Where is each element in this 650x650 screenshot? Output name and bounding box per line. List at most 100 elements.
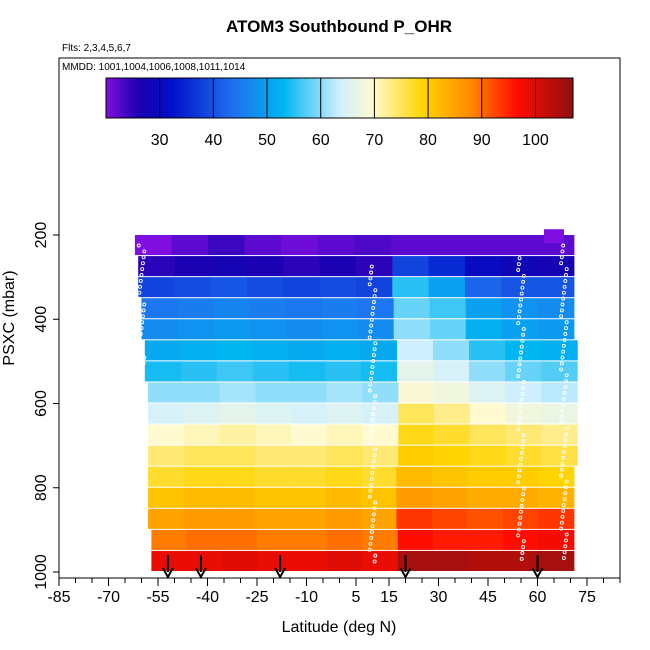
- heatmap-cell: [148, 445, 185, 466]
- heatmap-cell: [219, 382, 256, 403]
- heatmap-cell: [247, 256, 284, 277]
- profile-marker: [516, 421, 521, 426]
- heatmap-cell: [502, 487, 539, 508]
- profile-marker: [139, 273, 144, 277]
- flight-profile-arrows: [162, 555, 544, 580]
- heatmap-cell: [468, 550, 504, 571]
- heatmap-cell: [148, 424, 185, 445]
- profile-marker: [559, 314, 564, 319]
- profile-marker: [138, 332, 143, 336]
- profile-marker: [517, 415, 522, 420]
- heatmap-cell: [317, 235, 355, 256]
- profile-marker: [519, 456, 523, 461]
- profile-marker: [564, 532, 569, 537]
- heatmap-cell: [465, 319, 503, 340]
- heatmap-cell: [244, 235, 282, 256]
- profile-marker: [141, 361, 146, 366]
- heatmap-cell: [433, 340, 470, 361]
- profile-marker: [368, 329, 373, 334]
- heatmap-cell: [208, 235, 246, 256]
- profile-marker: [367, 494, 372, 499]
- heatmap-cell: [541, 361, 578, 382]
- profile-marker: [559, 255, 564, 260]
- heatmap-cell: [283, 256, 321, 277]
- profile-marker: [138, 284, 143, 289]
- heatmap-cell: [428, 277, 466, 298]
- heatmap-cell: [541, 340, 578, 361]
- profile-marker: [521, 486, 526, 491]
- heatmap-cell: [326, 403, 364, 424]
- heatmap-cell: [138, 277, 176, 298]
- profile-marker: [519, 509, 523, 514]
- profile-marker: [373, 394, 378, 399]
- heatmap-cell: [319, 277, 357, 298]
- heatmap-cell: [503, 550, 540, 571]
- profile-marker: [371, 359, 376, 363]
- heatmap-cell: [326, 445, 364, 466]
- x-tick-label: -10: [295, 589, 318, 606]
- colorbar: 30 40 50 60 70 80 90 100: [105, 77, 574, 149]
- heatmap-cell: [325, 487, 362, 508]
- x-tick-label: -70: [97, 589, 120, 606]
- x-tick-label: 60: [529, 589, 547, 606]
- profile-marker: [519, 344, 524, 349]
- profile-marker: [559, 473, 564, 478]
- profile-marker: [519, 403, 523, 408]
- x-tick-label: 15: [380, 589, 398, 606]
- profile-marker: [371, 518, 376, 523]
- profile-marker: [521, 385, 526, 390]
- profile-marker: [369, 530, 374, 534]
- heatmap-cell: [397, 529, 434, 550]
- profile-marker: [368, 488, 373, 493]
- y-tick-label: 800: [33, 474, 50, 501]
- profile-tracks: [136, 243, 569, 564]
- profile-marker: [139, 326, 144, 331]
- profile-track-north: [516, 256, 526, 561]
- heatmap-cell: [291, 382, 328, 403]
- heatmap-cell: [362, 403, 399, 424]
- heatmap-cell: [288, 361, 326, 382]
- profile-marker: [371, 465, 376, 470]
- profile-marker: [372, 559, 377, 564]
- profile-marker: [559, 361, 564, 366]
- heatmap-cell: [431, 508, 468, 529]
- heatmap-cell: [434, 382, 471, 403]
- heatmap-cell: [290, 487, 327, 508]
- profile-marker: [368, 276, 373, 281]
- profile-arrow: [195, 555, 207, 580]
- heatmap-cell: [464, 256, 502, 277]
- profile-marker: [370, 524, 375, 529]
- heatmap-cell: [183, 487, 220, 508]
- profile-marker: [372, 506, 377, 511]
- heatmap-cell: [362, 529, 399, 550]
- heatmap-cell: [500, 235, 538, 256]
- y-tick-label: 400: [33, 306, 50, 333]
- heatmap-cell: [219, 466, 256, 487]
- heatmap-cell: [360, 487, 398, 508]
- heatmap-cell: [360, 340, 398, 361]
- profile-marker: [563, 332, 568, 336]
- profile-marker: [559, 308, 564, 313]
- heatmap-cell: [467, 466, 504, 487]
- profile-marker: [137, 343, 142, 348]
- profile-marker: [520, 444, 525, 449]
- heatmap-cell: [257, 550, 293, 571]
- profile-marker: [561, 290, 566, 295]
- y-tick-label: 1000: [33, 554, 50, 590]
- heatmap-cell: [285, 298, 323, 319]
- profile-marker: [564, 379, 568, 384]
- profile-marker: [371, 353, 376, 358]
- heatmap-cell: [148, 466, 185, 487]
- profile-marker: [367, 335, 372, 340]
- profile-marker: [521, 273, 526, 278]
- heatmap-cell: [362, 550, 399, 571]
- heatmap-cell: [183, 424, 221, 445]
- heatmap-cell: [501, 298, 539, 319]
- heatmap-cell: [252, 340, 290, 361]
- heatmap-cell: [216, 340, 254, 361]
- heatmap-cell: [255, 445, 292, 466]
- colorbar-tick-label: 70: [365, 132, 383, 149]
- heatmap-cell: [285, 319, 323, 340]
- heatmap-cell: [180, 361, 218, 382]
- heatmap-cell: [292, 550, 328, 571]
